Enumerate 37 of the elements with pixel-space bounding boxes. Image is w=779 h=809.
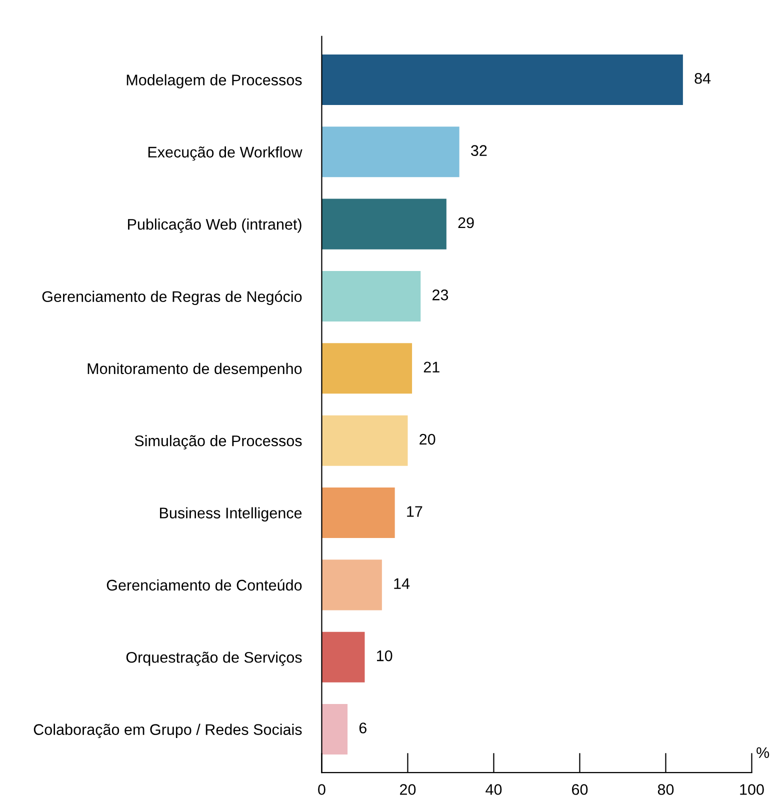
x-tick-label: 60	[572, 784, 588, 795]
y-tick-label: Execução de Workflow	[148, 146, 302, 161]
bar	[322, 560, 382, 610]
bar	[322, 54, 683, 105]
data-label: 10	[377, 650, 392, 662]
y-tick-label: Gerenciamento de Conteúdo	[106, 579, 302, 591]
x-tick-label: 100	[740, 784, 764, 795]
bar	[322, 704, 348, 755]
data-label: 17	[407, 506, 422, 517]
bar	[322, 488, 395, 538]
bar	[322, 343, 412, 394]
y-tick-label: Colaboração em Grupo / Redes Sociais	[34, 724, 302, 738]
data-label: 20	[420, 434, 436, 445]
data-label: 29	[458, 217, 474, 228]
data-label: 14	[394, 578, 410, 589]
data-label: 6	[359, 722, 366, 734]
bar	[322, 632, 365, 682]
bar	[322, 415, 408, 466]
y-tick-label: Business Intelligence	[160, 507, 302, 522]
data-label: 32	[471, 145, 487, 156]
x-tick-label: 20	[400, 784, 416, 795]
data-label: 21	[424, 362, 440, 372]
bar	[322, 270, 421, 322]
data-label: 84	[694, 72, 711, 84]
y-tick-label: Gerenciamento de Regras de Negócio	[42, 290, 302, 306]
data-label: 23	[432, 290, 448, 300]
y-tick-label: Publicação Web (intranet)	[128, 218, 302, 233]
y-tick-label: Monitoramento de desempenho	[88, 362, 302, 378]
bar	[322, 126, 460, 178]
x-axis-title: %	[756, 747, 770, 758]
x-tick-label: 40	[486, 784, 502, 795]
y-tick-label: Orquestração de Serviços	[126, 652, 302, 666]
y-tick-label: Modelagem de Processos	[126, 74, 302, 88]
x-tick-label: 0	[318, 784, 326, 795]
y-tick-label: Simulação de Processos	[134, 435, 302, 450]
x-tick-label: 80	[658, 784, 674, 795]
bar	[322, 198, 446, 250]
